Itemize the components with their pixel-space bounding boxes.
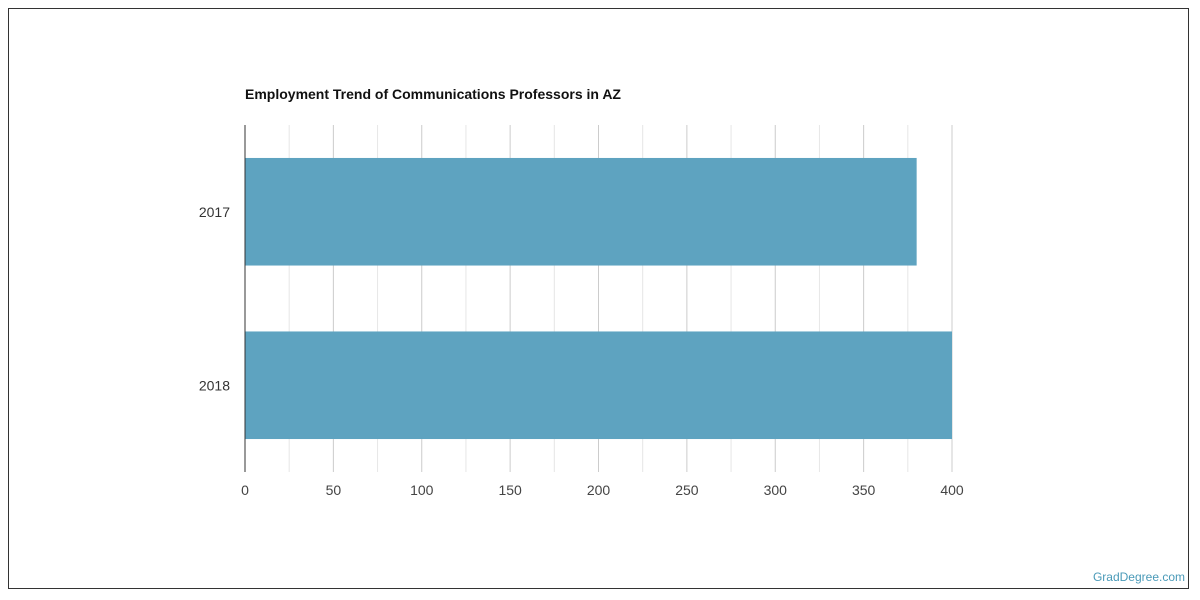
x-tick-label: 50	[326, 482, 342, 498]
x-tick-label: 250	[675, 482, 699, 498]
watermark: GradDegree.com	[1092, 570, 1185, 584]
x-tick-label: 350	[852, 482, 876, 498]
x-tick-label: 200	[587, 482, 611, 498]
x-tick-label: 150	[498, 482, 522, 498]
x-tick-label: 300	[764, 482, 788, 498]
chart-title: Employment Trend of Communications Profe…	[245, 86, 621, 102]
x-tick-label: 0	[241, 482, 249, 498]
y-tick-label: 2018	[199, 377, 230, 393]
y-tick-label: 2017	[199, 204, 230, 220]
bar-2017	[245, 157, 917, 266]
x-tick-label: 400	[940, 482, 964, 498]
bar-2018	[245, 331, 952, 440]
x-tick-label: 100	[410, 482, 434, 498]
